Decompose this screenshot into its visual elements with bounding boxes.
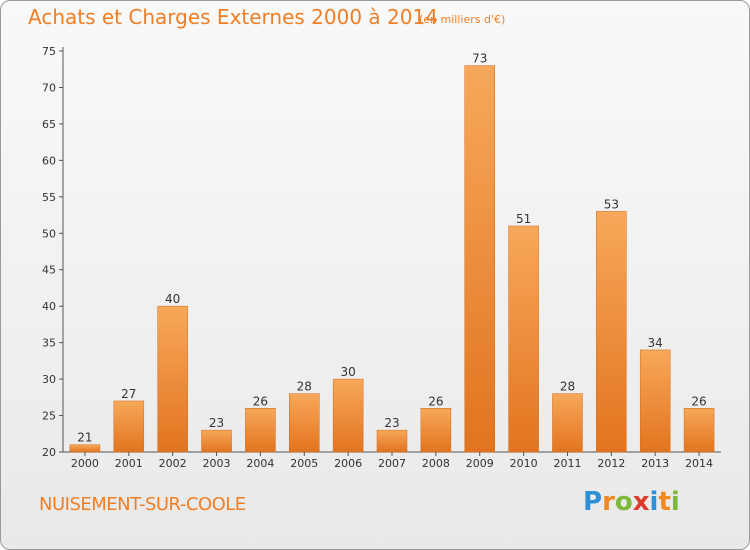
bar-2004 (245, 408, 276, 453)
data-label: 34 (648, 336, 663, 350)
x-tick-label: 2003 (203, 457, 231, 470)
data-label: 73 (472, 52, 487, 66)
data-label: 53 (604, 197, 619, 211)
bar-2006 (332, 378, 364, 453)
x-tick-label: 2014 (685, 457, 713, 470)
bar-2010 (508, 225, 539, 453)
y-tick-label: 20 (42, 446, 56, 459)
y-tick-label: 70 (42, 81, 56, 94)
data-label: 26 (253, 394, 268, 408)
bar-2003 (201, 429, 232, 453)
x-tick-label: 2002 (159, 457, 187, 470)
y-tick-label: 40 (42, 300, 56, 313)
y-tick-label: 60 (42, 154, 56, 167)
data-label: 26 (428, 394, 443, 408)
data-label: 28 (560, 380, 575, 394)
x-tick-label: 2005 (290, 457, 318, 470)
bar-2007 (376, 429, 408, 453)
x-tick-label: 2001 (115, 457, 143, 470)
data-label: 28 (297, 380, 312, 394)
bar-2005 (289, 393, 320, 453)
data-label: 23 (384, 416, 399, 430)
data-label: 40 (165, 292, 180, 306)
y-tick-label: 35 (42, 337, 56, 350)
logo-letter: t (658, 487, 671, 517)
x-tick-label: 2000 (71, 457, 99, 470)
logo-letter: o (614, 487, 633, 517)
logo-letter: r (602, 487, 615, 517)
bar-2011 (552, 393, 583, 453)
x-tick-label: 2006 (334, 457, 362, 470)
bar-2008 (420, 408, 452, 453)
y-tick-label: 55 (42, 191, 56, 204)
x-tick-label: 2010 (510, 457, 538, 470)
chart-subtitle: (en milliers d'€) (419, 13, 506, 26)
x-tick-label: 2009 (466, 457, 494, 470)
y-tick-label: 50 (42, 227, 56, 240)
bar-2013 (639, 349, 671, 453)
proxiti-logo: Proxiti (583, 487, 680, 517)
data-label: 51 (516, 212, 531, 226)
logo-letter: i (670, 487, 680, 517)
y-tick-label: 65 (42, 118, 56, 131)
data-label: 26 (691, 394, 706, 408)
data-label: 27 (121, 387, 136, 401)
chart-title: Achats et Charges Externes 2000 à 2014 (28, 5, 438, 29)
data-label: 23 (209, 416, 224, 430)
bar-2001 (113, 400, 145, 453)
x-tick-label: 2008 (422, 457, 450, 470)
data-label: 21 (77, 431, 92, 445)
y-tick-label: 25 (42, 410, 56, 423)
logo-letter: P (583, 487, 603, 517)
y-tick-label: 45 (42, 264, 56, 277)
logo-letter: i (649, 487, 659, 517)
x-tick-label: 2012 (597, 457, 625, 470)
bar-2000 (69, 444, 101, 453)
y-tick-label: 75 (42, 45, 56, 58)
x-tick-label: 2007 (378, 457, 406, 470)
x-tick-label: 2011 (553, 457, 581, 470)
x-tick-label: 2004 (246, 457, 274, 470)
place-name: NUISEMENT-SUR-COOLE (39, 494, 246, 515)
bar-2002 (157, 305, 188, 453)
bar-2014 (683, 408, 715, 453)
bar-2012 (596, 211, 627, 453)
logo-letter: x (632, 487, 650, 517)
data-label: 30 (340, 365, 355, 379)
x-tick-label: 2013 (641, 457, 669, 470)
y-tick-label: 30 (42, 373, 56, 386)
bar-2009 (464, 65, 495, 453)
